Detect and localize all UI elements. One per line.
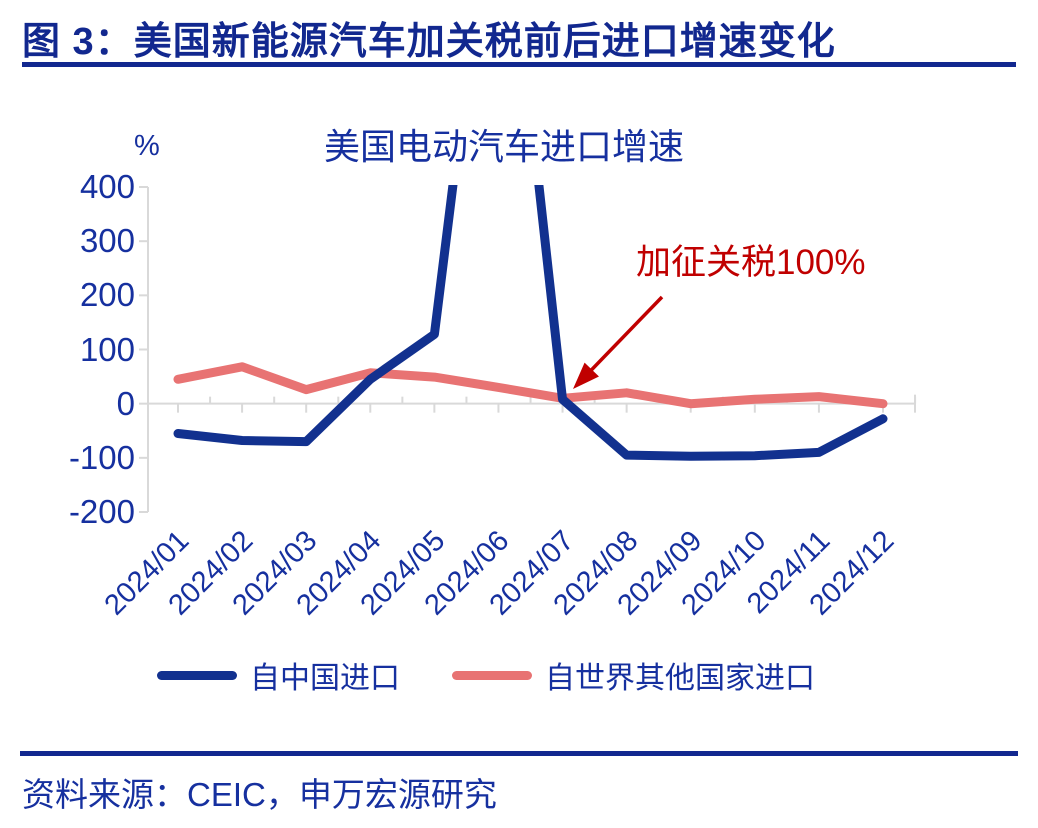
y-axis-tick-label: 400 bbox=[79, 168, 135, 205]
title-underline-rule bbox=[22, 62, 1016, 67]
annotation-arrowhead-icon bbox=[573, 362, 599, 389]
legend-label-china: 自中国进口 bbox=[250, 662, 400, 695]
y-axis-tick-label: 300 bbox=[79, 222, 135, 260]
china-series-line bbox=[173, 185, 888, 461]
source-note: 资料来源：CEIC，申万宏源研究 bbox=[22, 776, 497, 813]
y-axis-tick-label: -200 bbox=[68, 493, 135, 530]
chart-title: 美国电动汽车进口增速 bbox=[323, 126, 684, 167]
annotation-arrow-line bbox=[585, 295, 664, 376]
footer-rule bbox=[20, 751, 1018, 756]
legend-label-rest-of-world: 自世界其他国家进口 bbox=[545, 662, 815, 695]
tariff-annotation: 加征关税100% bbox=[636, 243, 866, 282]
y-axis-tick-label: 100 bbox=[79, 330, 135, 368]
legend-item-rest-of-world: 自世界其他国家进口 bbox=[452, 655, 815, 695]
china-series-swatch-icon bbox=[157, 670, 237, 680]
rest-of-world-series-swatch-icon bbox=[452, 670, 532, 680]
y-axis-unit-label: % bbox=[134, 130, 160, 162]
y-axis-tick-label: -100 bbox=[68, 438, 135, 476]
y-axis-tick-label: 0 bbox=[116, 384, 135, 422]
y-axis-tick-label: 200 bbox=[79, 276, 135, 314]
rest-of-world-series-line bbox=[173, 362, 888, 409]
legend-item-china: 自中国进口 bbox=[157, 655, 400, 695]
figure-label: 图 3：美国新能源汽车加关税前后进口增速变化 bbox=[22, 21, 836, 63]
